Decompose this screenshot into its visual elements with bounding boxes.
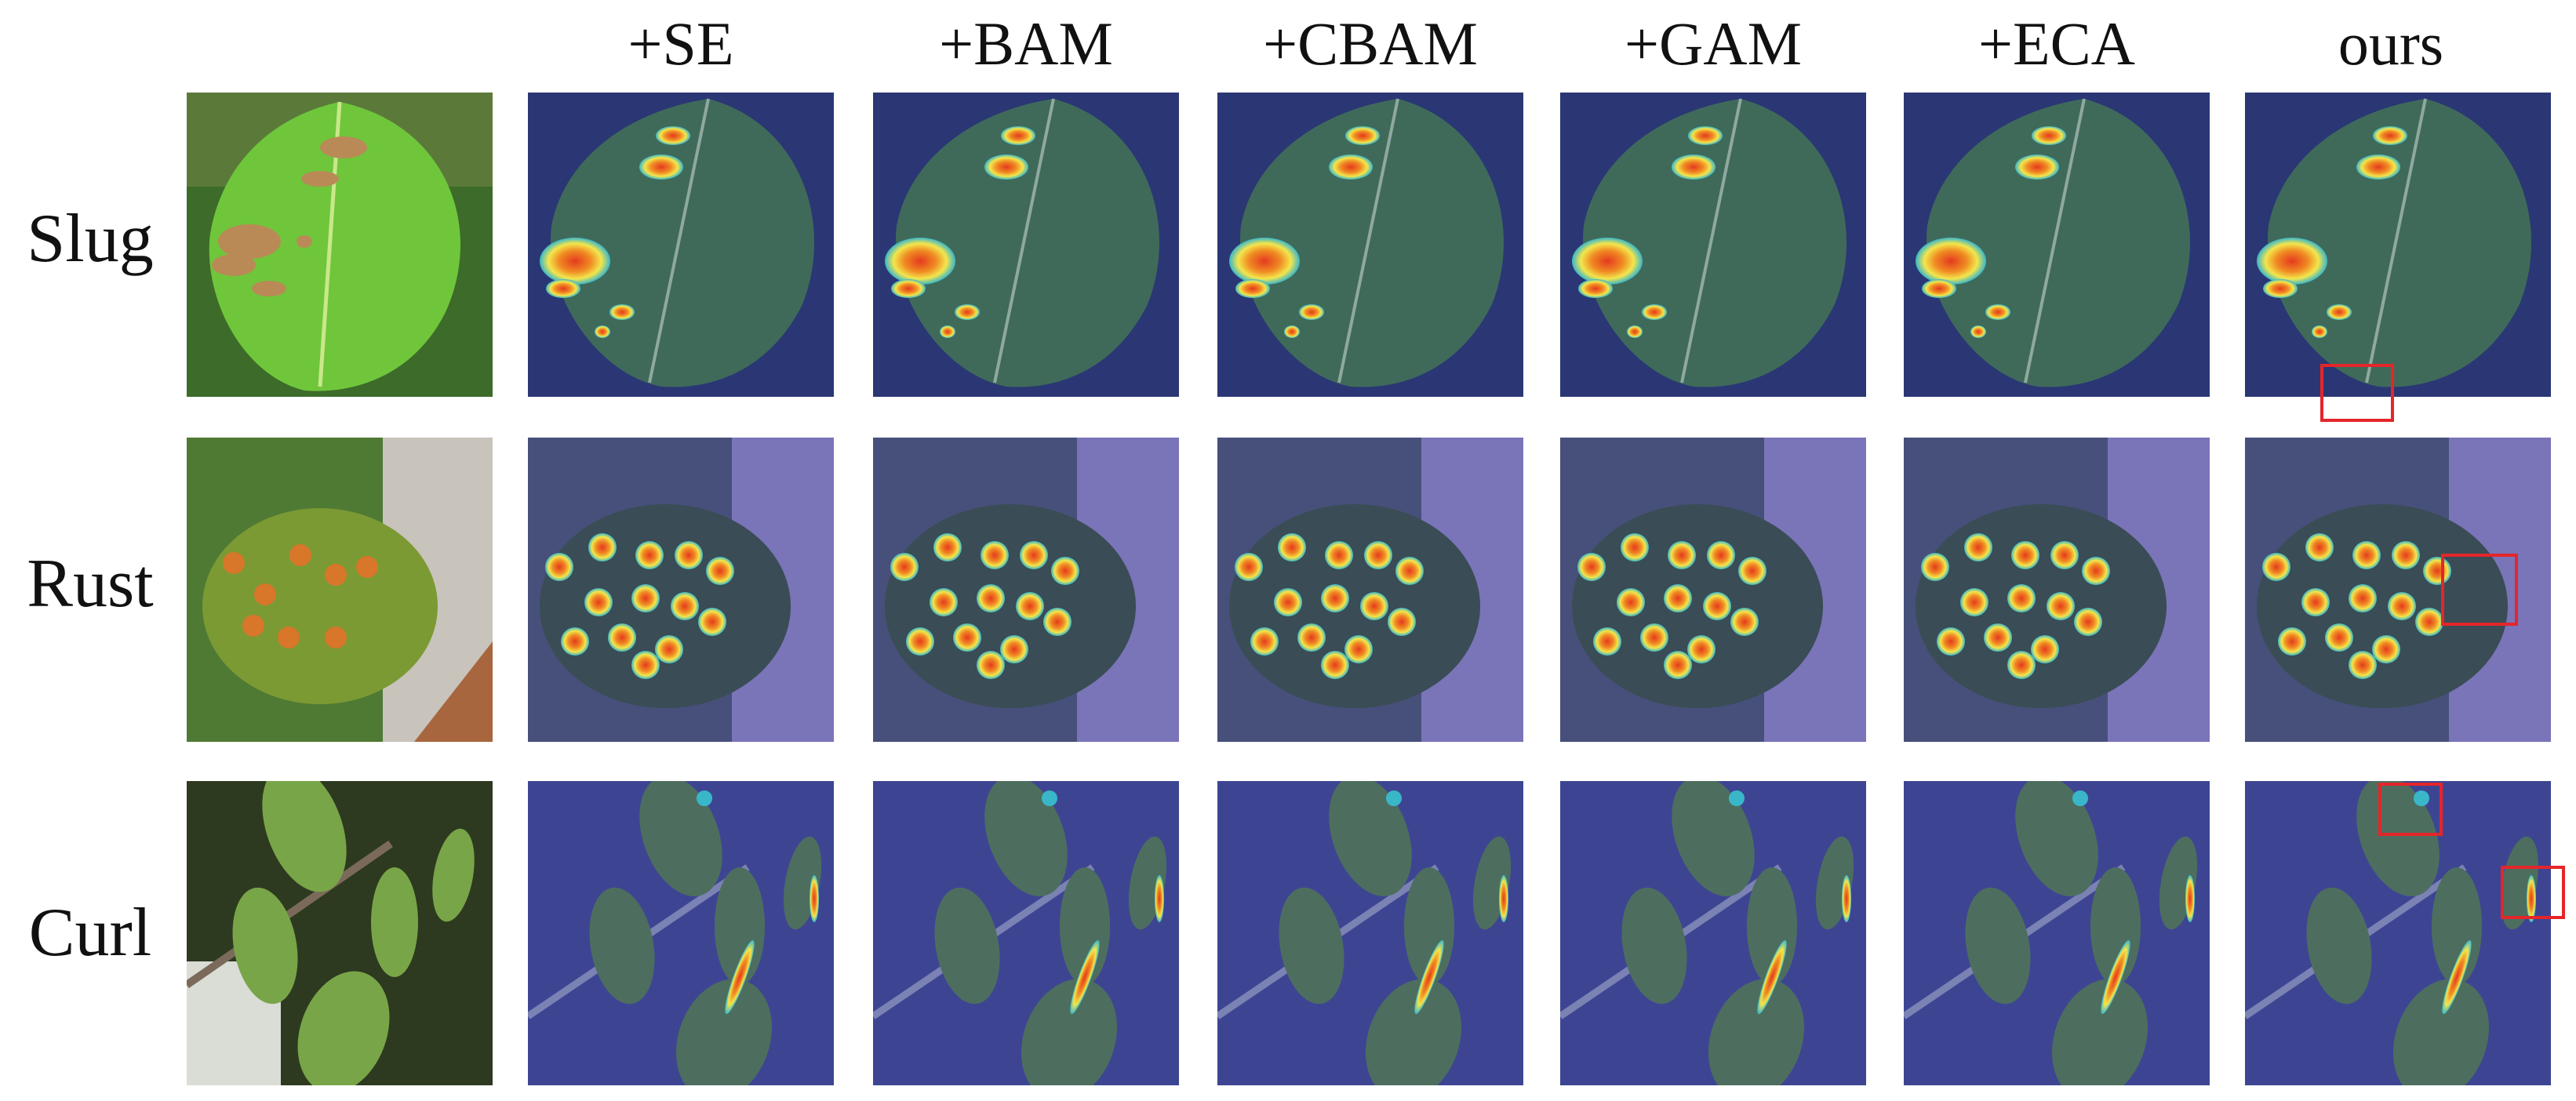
tile-curl-gam [1560,781,1866,1085]
highlight-box-slug-tip [2320,364,2394,422]
heatmap-rust-eca [1904,438,2210,742]
heatmap-curl-cbam [1217,781,1523,1085]
tile-curl-original [187,781,493,1085]
heatmap-rust-cbam [1217,438,1523,742]
heatmap-rust-se [528,438,834,742]
tile-curl-bam [873,781,1179,1085]
tile-slug-cbam [1217,93,1523,397]
column-header-gam: +GAM [1624,9,1802,78]
column-header-cbam: +CBAM [1263,9,1478,78]
column-header-eca: +ECA [1978,9,2135,78]
tile-rust-gam [1560,438,1866,742]
highlight-box-rust-edge [2441,554,2518,626]
tile-rust-eca [1904,438,2210,742]
photo-curl-original [187,781,493,1085]
heatmap-slug-eca [1904,93,2210,397]
heatmap-rust-bam [873,438,1179,742]
heatmap-curl-gam [1560,781,1866,1085]
heatmap-rust-gam [1560,438,1866,742]
tile-curl-cbam [1217,781,1523,1085]
tile-rust-cbam [1217,438,1523,742]
tile-rust-original [187,438,493,742]
tile-curl-se [528,781,834,1085]
heatmap-slug-cbam [1217,93,1523,397]
tile-curl-eca [1904,781,2210,1085]
heatmap-slug-gam [1560,93,1866,397]
tile-slug-eca [1904,93,2210,397]
heatmap-curl-eca [1904,781,2210,1085]
tile-rust-se [528,438,834,742]
tile-slug-ours [2245,93,2551,397]
tile-curl-ours [2245,781,2551,1085]
tile-slug-original [187,93,493,397]
heatmap-curl-se [528,781,834,1085]
heatmap-slug-se [528,93,834,397]
tile-slug-bam [873,93,1179,397]
column-header-ours: ours [2338,9,2444,78]
tile-slug-se [528,93,834,397]
heatmap-curl-bam [873,781,1179,1085]
highlight-box-curl-top [2378,783,2443,836]
heatmap-slug-ours [2245,93,2551,397]
column-header-bam: +BAM [939,9,1113,78]
photo-rust-original [187,438,493,742]
row-label-slug: Slug [27,201,154,277]
heatmap-slug-bam [873,93,1179,397]
column-header-se: +SE [628,9,734,78]
tile-rust-bam [873,438,1179,742]
highlight-box-curl-right [2501,866,2565,919]
photo-slug-original [187,93,493,397]
row-label-rust: Rust [27,546,154,622]
tile-slug-gam [1560,93,1866,397]
heatmap-curl-ours [2245,781,2551,1085]
row-label-curl: Curl [28,895,152,971]
